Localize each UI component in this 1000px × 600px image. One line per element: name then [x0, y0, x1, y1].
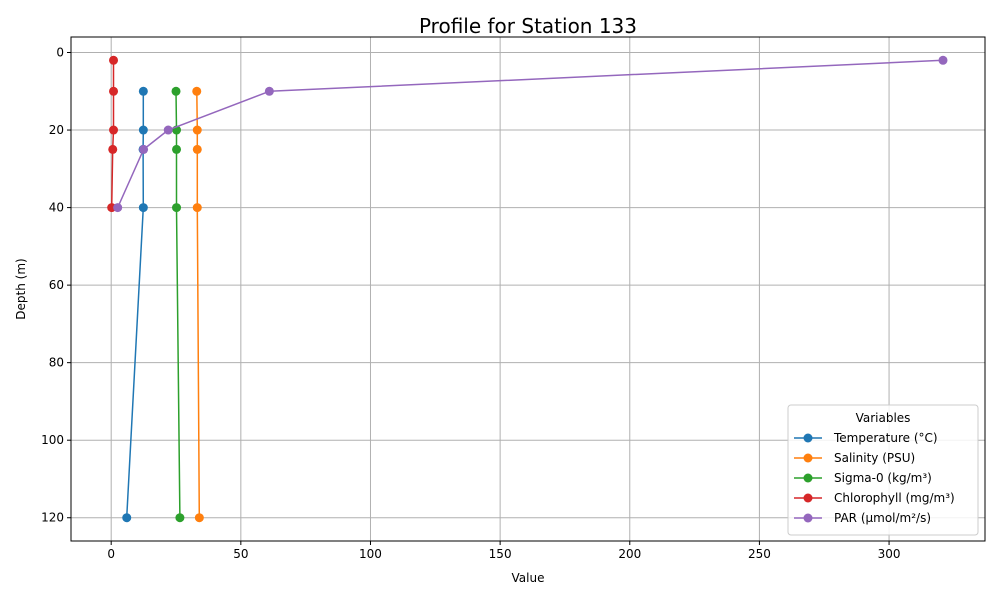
- legend-label: Salinity (PSU): [834, 451, 915, 465]
- plot-frame: [70, 36, 986, 542]
- data-point: [175, 513, 185, 523]
- x-tick-label: 250: [748, 547, 771, 561]
- y-tick-label: 40: [49, 201, 64, 215]
- series-sigma-0-kg-m: [171, 86, 185, 523]
- legend-label: Sigma-0 (kg/m³): [834, 471, 932, 485]
- legend-box: [787, 404, 979, 536]
- series-salinity-psu: [192, 86, 204, 523]
- legend-marker: [803, 433, 813, 443]
- data-point: [192, 125, 202, 135]
- y-tick-label: 120: [41, 511, 64, 525]
- data-point: [264, 86, 274, 96]
- data-point: [938, 55, 948, 65]
- data-point: [192, 203, 202, 213]
- y-tick-label: 0: [56, 46, 64, 60]
- data-point: [138, 125, 148, 135]
- legend-entry: Sigma-0 (kg/m³): [794, 471, 932, 485]
- series-chlorophyll-mg-m: [107, 55, 119, 213]
- series-layer: [107, 55, 948, 523]
- x-tick-label: 100: [359, 547, 382, 561]
- legend-label: PAR (µmol/m²/s): [834, 511, 931, 525]
- legend-entry: PAR (µmol/m²/s): [794, 511, 931, 525]
- data-point: [138, 86, 148, 96]
- data-point: [138, 203, 148, 213]
- legend-entries: Temperature (°C) Salinity (PSU) Sigma-0 (k…: [794, 431, 955, 525]
- x-tick-label: 200: [618, 547, 641, 561]
- legend-title: Variables: [856, 411, 911, 425]
- data-point: [194, 513, 204, 523]
- legend-marker: [803, 473, 813, 483]
- data-point: [108, 144, 118, 154]
- data-point: [122, 513, 132, 523]
- y-axis: 0 20 40 60 80 100 120: [41, 46, 71, 525]
- data-point: [139, 144, 149, 154]
- x-tick-label: 300: [878, 547, 901, 561]
- x-tick-label: 0: [107, 547, 115, 561]
- x-axis-label: Value: [512, 571, 545, 585]
- data-point: [172, 144, 182, 154]
- y-tick-label: 80: [49, 356, 64, 370]
- data-point: [163, 125, 173, 135]
- data-point: [192, 144, 202, 154]
- legend-entry: Chlorophyll (mg/m³): [794, 491, 955, 505]
- x-tick-label: 50: [233, 547, 248, 561]
- legend-entry: Salinity (PSU): [794, 451, 915, 465]
- legend-label: Temperature (°C): [833, 431, 938, 445]
- chart-title: Profile for Station 133: [419, 14, 637, 38]
- y-tick-label: 20: [49, 123, 64, 137]
- legend-marker: [803, 513, 813, 523]
- legend-marker: [803, 453, 813, 463]
- y-axis-label: Depth (m): [14, 258, 28, 319]
- legend-label: Chlorophyll (mg/m³): [834, 491, 955, 505]
- x-tick-label: 150: [489, 547, 512, 561]
- x-axis: 0 50 100 150 200 250 300: [107, 541, 901, 561]
- data-point: [109, 86, 119, 96]
- data-point: [172, 203, 182, 213]
- y-tick-label: 60: [49, 278, 64, 292]
- series-par-mol-m-s: [113, 55, 948, 213]
- data-point: [171, 86, 181, 96]
- data-point: [192, 86, 202, 96]
- y-tick-label: 100: [41, 433, 64, 447]
- data-point: [109, 55, 119, 65]
- legend-marker: [803, 493, 813, 503]
- grid-lines: [71, 37, 985, 541]
- legend: Variables Temperature (°C) Salinity (PSU)…: [787, 404, 979, 536]
- data-point: [109, 125, 119, 135]
- data-point: [113, 203, 123, 213]
- legend-entry: Temperature (°C): [794, 431, 938, 445]
